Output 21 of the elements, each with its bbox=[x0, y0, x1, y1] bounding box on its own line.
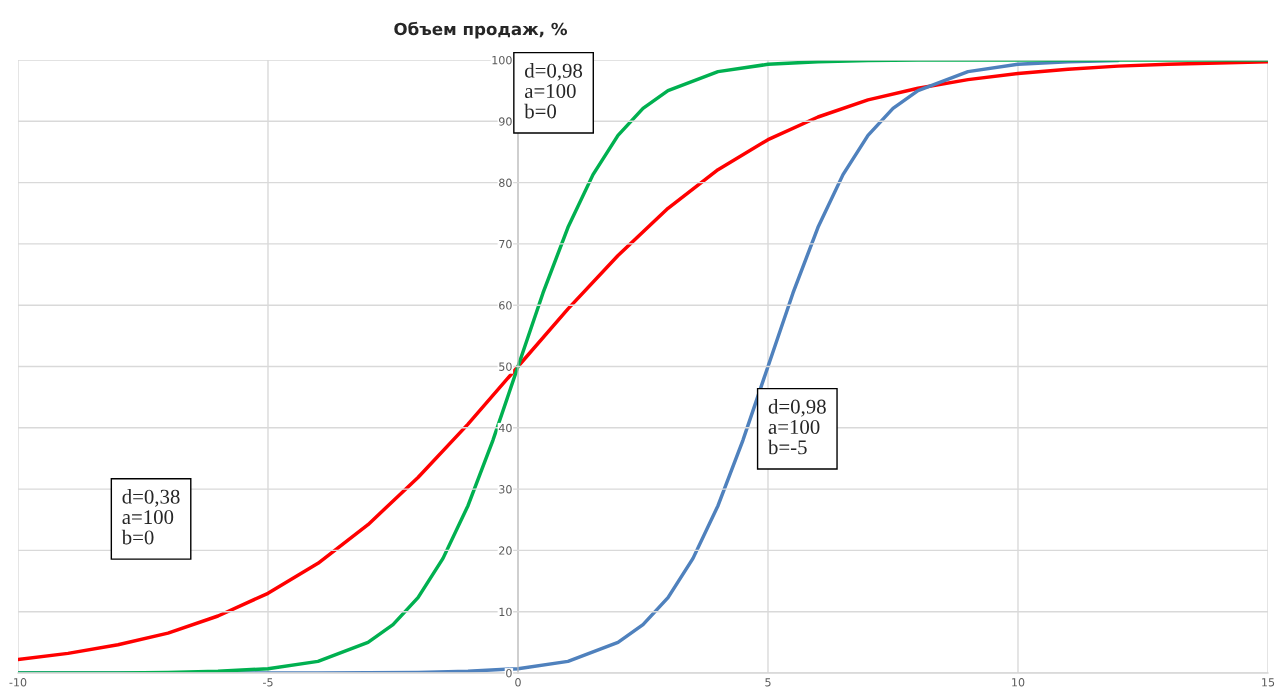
y-tick-label: 30 bbox=[499, 485, 512, 494]
y-tick-label: 40 bbox=[498, 423, 512, 433]
y-tick-label: 100 bbox=[492, 55, 512, 65]
x-tick-label: 0 bbox=[515, 678, 521, 687]
y-tick-label: 70 bbox=[499, 239, 512, 249]
y-tick-label: 20 bbox=[499, 546, 512, 555]
y-tick-label: 10 bbox=[499, 607, 512, 617]
x-tick-label: 5 bbox=[765, 678, 771, 687]
y-tick-label: 60 bbox=[499, 301, 512, 310]
chart-title: Объем продаж, % bbox=[394, 21, 568, 39]
x-tick-label: -5 bbox=[263, 678, 273, 687]
x-tick-label: -10 bbox=[9, 678, 27, 687]
y-tick-label: 0 bbox=[506, 668, 512, 678]
annotation: d=0,98 a=100 b=0 bbox=[524, 63, 583, 119]
x-tick-label: 15 bbox=[1262, 678, 1275, 687]
y-tick-label: 90 bbox=[499, 117, 512, 126]
annotation: d=0,38 a=100 b=0 bbox=[121, 489, 180, 545]
y-tick-label: 50 bbox=[499, 362, 512, 371]
annotation: d=0,98 a=100 b=-5 bbox=[768, 398, 826, 455]
y-tick-label: 80 bbox=[499, 178, 512, 187]
x-tick-label: 10 bbox=[1012, 678, 1025, 687]
